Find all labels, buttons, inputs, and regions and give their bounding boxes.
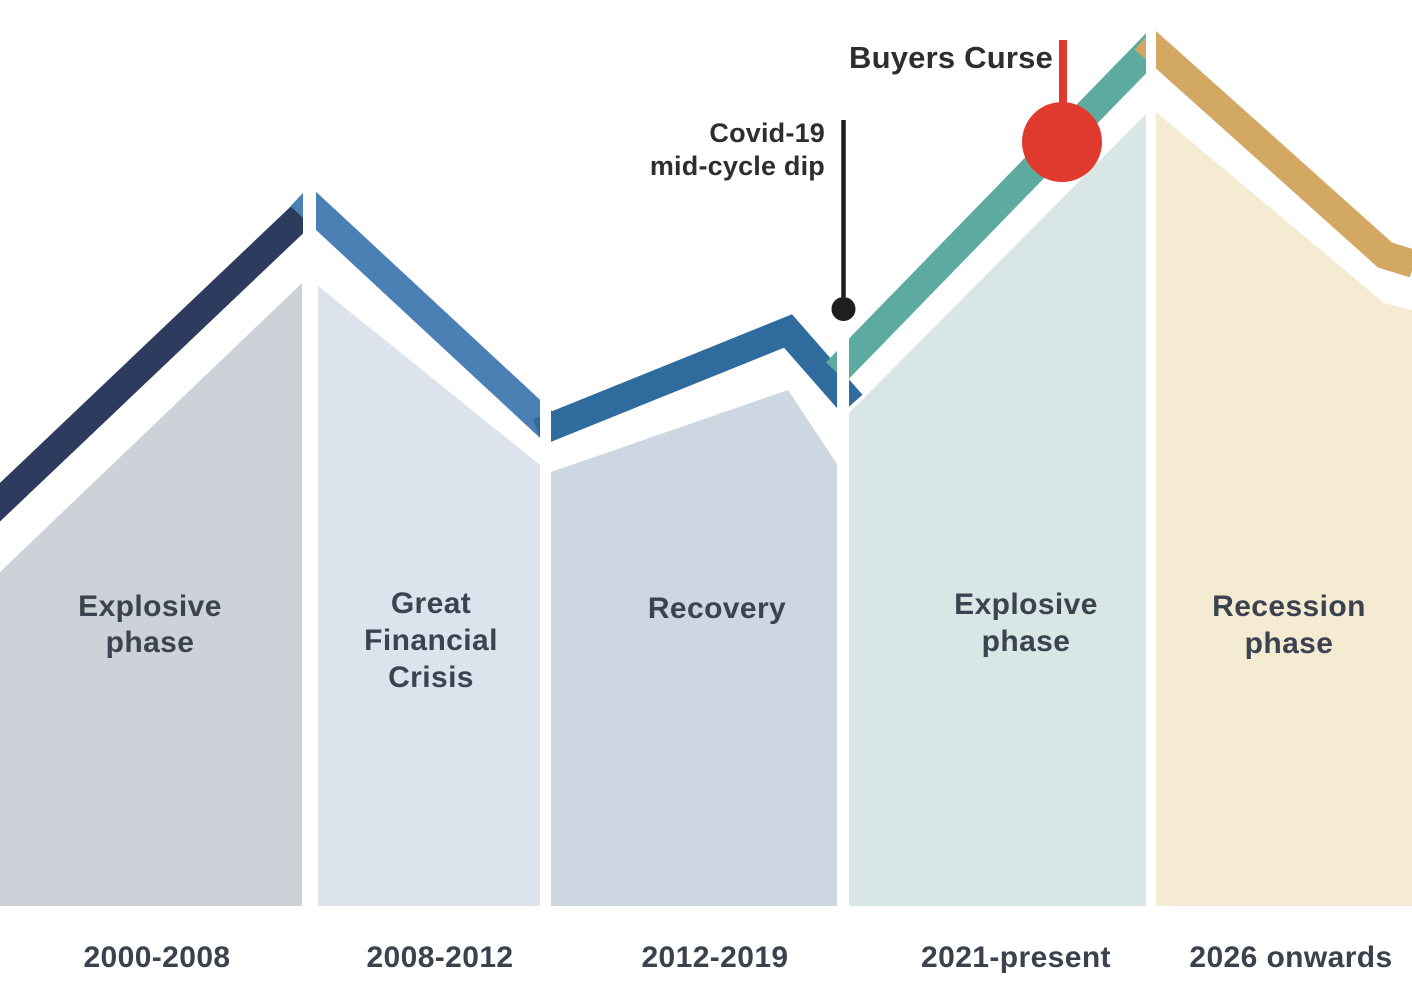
axis-label-2021-present: 2021-present	[921, 941, 1111, 974]
phase-label-2-line-2: Financial	[364, 624, 498, 657]
segment-gutters	[303, 0, 1156, 906]
covid-annotation: Covid-19 mid-cycle dip	[650, 118, 856, 321]
area-recovery	[551, 390, 837, 906]
line-recovery	[532, 314, 863, 445]
phase-label-2-line-3: Crisis	[388, 661, 474, 694]
phase-label-3-line-1: Recovery	[648, 592, 786, 625]
line-explosive-2021-present	[825, 31, 1169, 382]
phase-label-4-line-2: phase	[982, 625, 1071, 658]
axis-label-2026-onwards: 2026 onwards	[1189, 941, 1392, 974]
axis-label-2008-2012: 2008-2012	[366, 941, 513, 974]
gutter-peak-2008	[303, 0, 316, 906]
axis-period-labels: 2000-2008 2008-2012 2012-2019 2021-prese…	[83, 941, 1392, 974]
gutter-peak-2025	[1146, 0, 1156, 906]
gutter-covid-dip	[837, 0, 849, 906]
phase-areas	[0, 112, 1412, 906]
buyers-curse-label: Buyers Curse	[849, 40, 1053, 75]
line-recession-2026	[1134, 28, 1412, 278]
phase-label-5-line-1: Recession	[1212, 590, 1366, 623]
area-great-financial-crisis	[318, 286, 540, 906]
axis-label-2000-2008: 2000-2008	[83, 941, 230, 974]
buyers-curse-annotation: Buyers Curse	[849, 40, 1102, 182]
line-great-financial-crisis	[290, 185, 562, 441]
phase-label-4-line-1: Explosive	[954, 588, 1098, 621]
covid-dot-marker	[831, 297, 856, 321]
phase-label-2-line-1: Great	[391, 587, 471, 620]
covid-label-line-1: Covid-19	[709, 118, 825, 148]
phase-label-5-line-2: phase	[1245, 627, 1334, 660]
covid-label-line-2: mid-cycle dip	[650, 151, 825, 181]
buyers-curse-circle-marker	[1022, 102, 1102, 182]
line-explosive-2000-2008	[0, 187, 330, 522]
area-recession-2026	[1156, 112, 1412, 906]
gutter-trough-2012	[540, 0, 551, 906]
phase-label-1-line-2: phase	[106, 626, 195, 659]
area-explosive-2021-present	[849, 114, 1146, 906]
phase-label-1-line-1: Explosive	[78, 590, 222, 623]
phase-labels: Explosive phase Great Financial Crisis R…	[78, 587, 1366, 694]
cycle-line-segments	[0, 28, 1412, 522]
axis-label-2012-2019: 2012-2019	[641, 941, 788, 974]
area-explosive-2000-2008	[0, 283, 302, 906]
